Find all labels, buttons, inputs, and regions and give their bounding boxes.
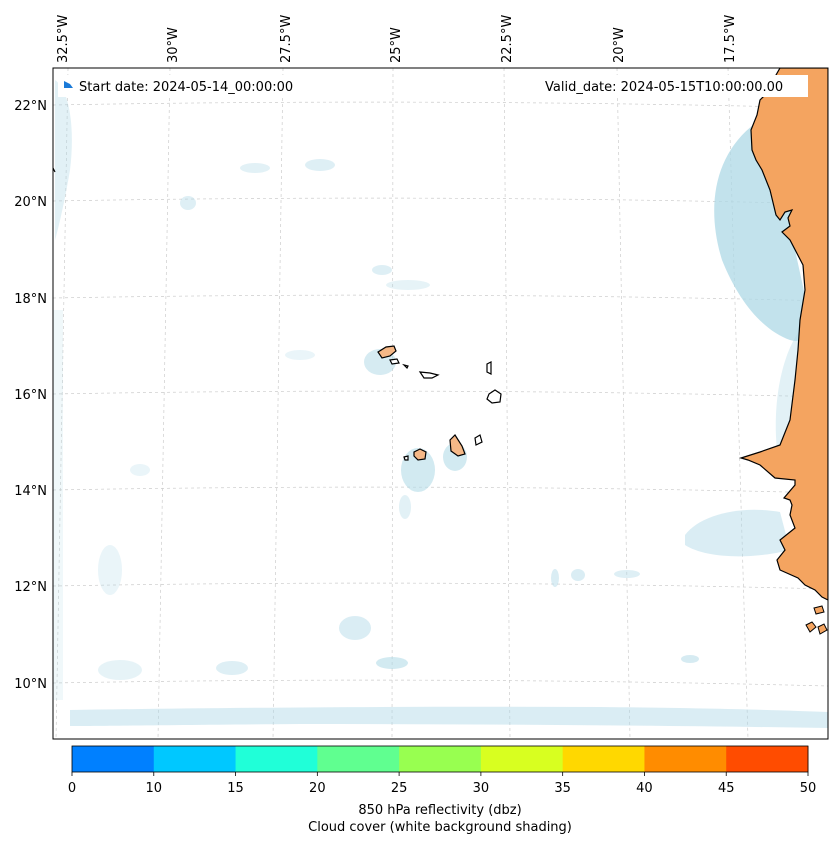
colorbar-tick-label: 20 — [309, 781, 326, 796]
colorbar-tick-label: 0 — [68, 781, 76, 796]
gridlines — [53, 68, 828, 739]
colorbar-tick-label: 15 — [227, 781, 244, 796]
bijagos-islands — [805, 605, 828, 635]
lat-label: 18°N — [14, 292, 47, 307]
colorbar-segment — [726, 746, 809, 772]
latitude-labels: 22°N 20°N 18°N 16°N 14°N 12°N 10°N — [14, 99, 47, 692]
start-date-box: Start date: 2024-05-14_00:00:00 — [58, 75, 313, 97]
lat-label: 16°N — [14, 388, 47, 403]
map-frame — [52, 67, 829, 740]
colorbar-segment — [562, 746, 645, 772]
cape-verde-islands — [377, 345, 502, 461]
lat-label: 12°N — [14, 580, 47, 595]
colorbar-tick-label: 10 — [146, 781, 163, 796]
lon-label: 25°W — [389, 27, 404, 63]
valid-date-label: Valid_date: 2024-05-15T10:00:00.00 — [545, 80, 783, 95]
colorbar-tick-label: 40 — [636, 781, 653, 796]
colorbar-tick-label: 35 — [554, 781, 571, 796]
lat-label: 22°N — [14, 99, 47, 114]
colorbar-tick-label: 45 — [718, 781, 735, 796]
lat-label: 14°N — [14, 484, 47, 499]
colorbar-tick-label: 30 — [473, 781, 490, 796]
map-background — [53, 68, 828, 739]
lon-label: 17.5°W — [723, 15, 738, 63]
colorbar-segment — [480, 746, 564, 772]
lon-label: 32.5°W — [56, 15, 71, 63]
colorbar-label-line1: 850 hPa reflectivity (dbz) — [358, 803, 521, 818]
lon-label: 27.5°W — [279, 15, 294, 63]
colorbar: 0 10 15 20 25 30 35 40 45 50 850 hPa reflectivity… — [68, 745, 816, 835]
colorbar-tick-label: 25 — [391, 781, 408, 796]
colorbar-segment — [72, 746, 155, 772]
colorbar-ticks: 0 10 15 20 25 30 35 40 45 50 — [68, 772, 816, 796]
colorbar-segment — [153, 746, 237, 772]
colorbar-segment — [399, 746, 482, 772]
colorbar-tick-label: 50 — [800, 781, 817, 796]
lat-label: 10°N — [14, 677, 47, 692]
lon-label: 30°W — [166, 27, 181, 63]
lat-label: 20°N — [14, 195, 47, 210]
colorbar-label-line2: Cloud cover (white background shading) — [308, 820, 572, 835]
colorbar-segment — [317, 746, 400, 772]
lon-label: 20°W — [612, 27, 627, 63]
start-date-label: Start date: 2024-05-14_00:00:00 — [79, 80, 293, 95]
colorbar-outline — [71, 745, 809, 773]
lon-label: 22.5°W — [500, 15, 515, 63]
valid-date-box: Valid_date: 2024-05-15T10:00:00.00 — [538, 75, 808, 97]
reflectivity-glyph — [64, 81, 73, 88]
africa-landmass — [738, 68, 828, 601]
longitude-labels: 32.5°W 30°W 27.5°W 25°W 22.5°W 20°W 17.5… — [56, 15, 738, 63]
colorbar-segment — [644, 746, 727, 772]
colorbar-segments — [72, 746, 809, 772]
colorbar-segment — [235, 746, 318, 772]
